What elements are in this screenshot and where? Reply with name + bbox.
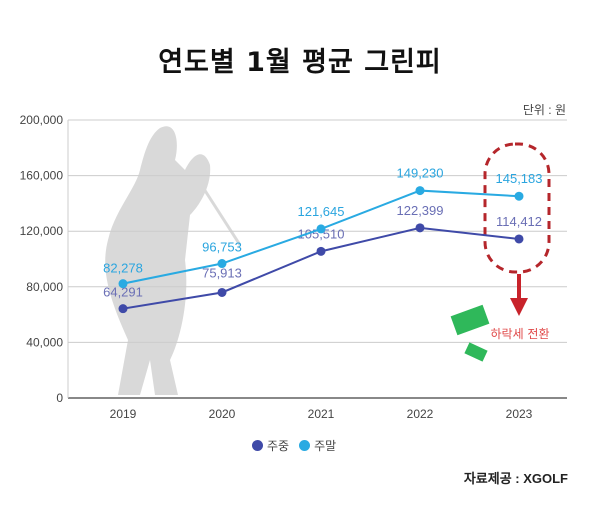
golf-club bbox=[193, 174, 242, 246]
x-tick-label: 2019 bbox=[110, 407, 137, 421]
data-label: 122,399 bbox=[397, 203, 444, 218]
x-tick-label: 2021 bbox=[308, 407, 335, 421]
data-label: 75,913 bbox=[202, 265, 242, 280]
data-point bbox=[118, 279, 128, 289]
y-tick-label: 0 bbox=[56, 391, 63, 405]
data-point bbox=[415, 223, 425, 233]
data-point bbox=[316, 246, 326, 256]
chart-title: 연도별 1월 평균 그린피 bbox=[158, 47, 442, 78]
money-icon bbox=[464, 342, 488, 362]
data-label: 96,753 bbox=[202, 240, 242, 255]
source-credit: 자료제공 : XGOLF bbox=[463, 471, 568, 486]
data-label: 149,230 bbox=[397, 166, 444, 181]
legend-item-weekday: 주중 bbox=[252, 437, 289, 454]
y-tick-label: 160,000 bbox=[20, 169, 64, 183]
data-label: 105,510 bbox=[298, 226, 345, 241]
data-label: 114,412 bbox=[496, 214, 542, 229]
legend-label-weekday: 주중 bbox=[267, 439, 290, 453]
y-tick-label: 80,000 bbox=[26, 280, 63, 294]
data-point bbox=[118, 304, 128, 314]
x-tick-label: 2020 bbox=[209, 407, 236, 421]
unit-label: 단위 : 원 bbox=[522, 103, 566, 117]
y-tick-label: 120,000 bbox=[20, 224, 64, 238]
data-point bbox=[514, 191, 524, 201]
down-arrow-head bbox=[510, 298, 528, 316]
money-icon bbox=[450, 304, 490, 336]
golfer-silhouette bbox=[105, 126, 242, 395]
legend-marker-weekend bbox=[299, 440, 311, 451]
golfer-body bbox=[105, 126, 211, 395]
data-label: 82,278 bbox=[103, 261, 143, 276]
data-point bbox=[316, 224, 326, 234]
highlight-box bbox=[483, 142, 551, 274]
legend-label-weekend: 주말 bbox=[314, 439, 337, 453]
x-tick-label: 2022 bbox=[407, 407, 434, 421]
y-tick-label: 40,000 bbox=[26, 335, 63, 349]
data-label: 64,291 bbox=[103, 285, 143, 300]
legend-item-weekend: 주말 bbox=[299, 437, 336, 454]
data-point bbox=[217, 259, 227, 269]
data-point bbox=[415, 186, 425, 196]
data-label: 121,645 bbox=[298, 204, 345, 219]
data-point bbox=[514, 234, 524, 244]
legend: 주중 주말 bbox=[252, 437, 336, 454]
data-point bbox=[217, 287, 227, 297]
x-tick-label: 2023 bbox=[506, 407, 533, 421]
legend-marker-weekday bbox=[252, 440, 263, 451]
annotation-text: 하락세 전환 bbox=[490, 327, 549, 341]
data-label: 145,183 bbox=[496, 171, 543, 186]
y-tick-label: 200,000 bbox=[20, 113, 64, 127]
